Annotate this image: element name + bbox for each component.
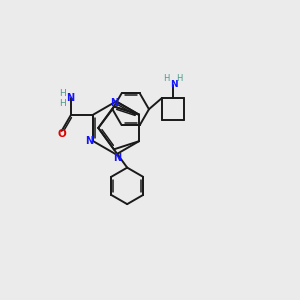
Text: O: O xyxy=(57,129,66,140)
Text: H: H xyxy=(59,89,66,98)
Text: N: N xyxy=(170,80,178,89)
Text: N: N xyxy=(113,153,122,163)
Text: H: H xyxy=(164,74,170,83)
Text: H: H xyxy=(176,74,183,83)
Text: N: N xyxy=(67,94,75,103)
Text: N: N xyxy=(85,136,93,146)
Text: H: H xyxy=(59,99,66,108)
Text: N: N xyxy=(110,98,118,108)
